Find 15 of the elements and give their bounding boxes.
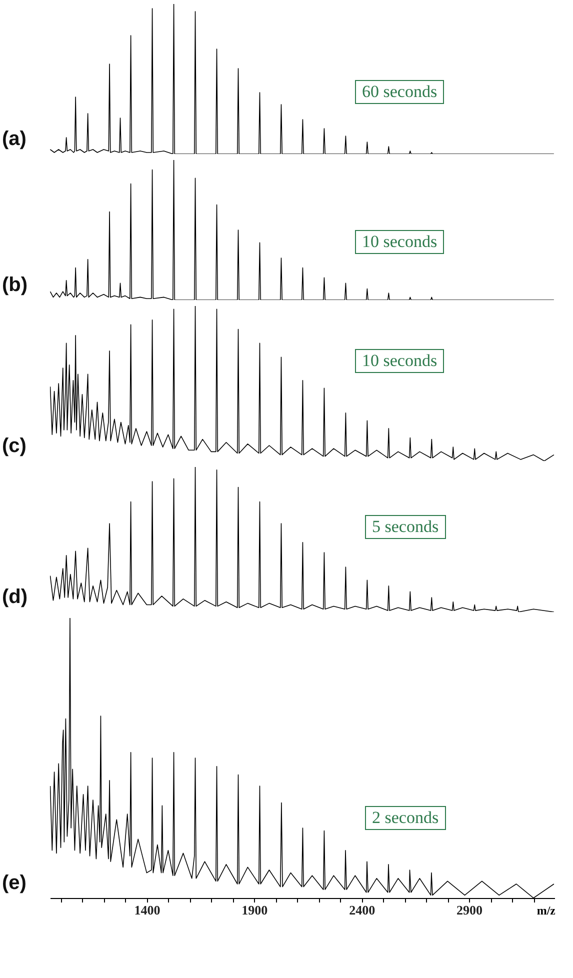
x-tick-label: 2400 [349, 902, 376, 918]
annotation: 10 seconds [355, 230, 444, 254]
x-axis-title: m/z [536, 904, 556, 918]
annotation: 10 seconds [355, 349, 444, 374]
text: (c) [2, 435, 26, 458]
x-tick-label: 2900 [456, 902, 483, 918]
annotation: 60 seconds [355, 80, 444, 104]
text: (b) [2, 274, 28, 297]
annotation: 5 seconds [365, 515, 446, 540]
text: (d) [2, 586, 28, 609]
x-tick-label: 1400 [134, 902, 160, 918]
text: (a) [2, 128, 26, 151]
x-tick-label: 1900 [242, 902, 268, 918]
annotation: 2 seconds [365, 806, 446, 830]
text: (e) [2, 872, 26, 895]
